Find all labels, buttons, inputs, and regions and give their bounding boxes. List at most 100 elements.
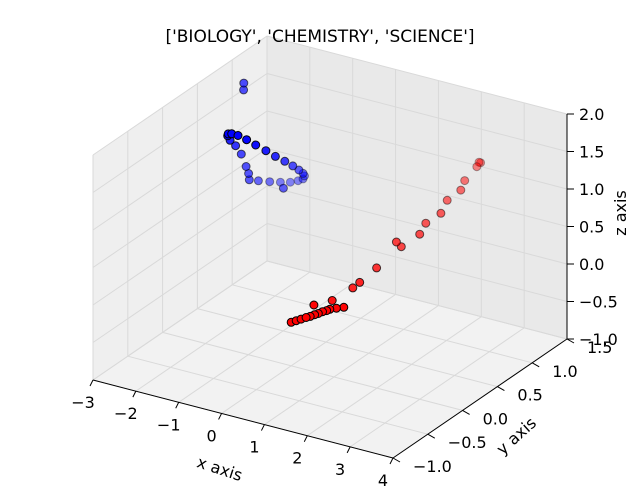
z-grid-left [92, 73, 268, 193]
grid-lines [92, 35, 568, 459]
data-point [391, 237, 401, 247]
y-tick-label: 1.0 [552, 362, 577, 381]
x-tick-mark [89, 379, 94, 387]
tick-marks [89, 113, 575, 465]
data-point [456, 185, 466, 195]
z-tick-label: −0.5 [579, 293, 618, 312]
data-point [265, 177, 275, 187]
data-point [294, 165, 304, 175]
x-grid-floor [264, 305, 439, 425]
y-tick-mark [531, 362, 540, 368]
y-tick-label: 0.5 [517, 386, 542, 405]
data-point [460, 176, 470, 186]
data-point [280, 156, 290, 166]
data-point [233, 131, 243, 140]
y-tick-label: −1.0 [413, 457, 452, 476]
y-grid-floor [127, 355, 428, 435]
x-tick-mark [346, 446, 351, 454]
data-point [278, 183, 288, 193]
data-point [261, 146, 271, 156]
x-grid-floor [349, 327, 525, 448]
z-tick-label: 0.5 [579, 218, 604, 237]
x-tick-label: 0 [206, 426, 216, 445]
z-grid-left [92, 110, 268, 231]
z-grid-back [266, 110, 568, 190]
data-point [301, 313, 311, 322]
y-tick-mark [392, 457, 401, 463]
x-axis-label: x axis [195, 453, 245, 485]
floor-pane [93, 261, 567, 458]
x-tick-mark [132, 390, 137, 398]
y-grid-floor [162, 331, 463, 411]
data-point [472, 162, 482, 172]
data-point [241, 162, 251, 171]
x-grid-floor [135, 271, 311, 392]
y-grid-floor [232, 284, 533, 364]
x-tick-mark [175, 402, 180, 409]
data-points [223, 78, 486, 327]
z-grid-back [266, 35, 568, 115]
x-tick-label: 3 [335, 460, 345, 479]
data-point [436, 208, 446, 218]
x-tick-label: 2 [292, 449, 302, 468]
x-grid-floor [178, 282, 353, 403]
z-grid-back [266, 148, 568, 227]
data-point [242, 135, 252, 145]
x-tick-label: 4 [378, 471, 388, 490]
z-grid-left [92, 223, 268, 343]
z-tick-label: 0.0 [579, 255, 604, 274]
x-grid-floor [221, 294, 396, 414]
data-point [415, 229, 425, 239]
x-tick-mark [218, 413, 223, 420]
data-point [236, 149, 246, 159]
data-point [309, 300, 319, 310]
data-point [288, 161, 298, 171]
data-point [239, 78, 249, 88]
z-grid-back [266, 73, 568, 152]
data-point [339, 302, 349, 312]
data-point [251, 140, 261, 150]
x-tick-label: −2 [114, 404, 138, 423]
y-tick-mark [462, 409, 470, 415]
y-tick-mark [427, 433, 436, 439]
data-point [327, 296, 337, 305]
y-tick-label: 0.0 [483, 409, 508, 428]
data-point [348, 283, 358, 293]
x-tick-label: 1 [249, 438, 259, 457]
y-grid-floor [197, 308, 498, 388]
x-tick-mark [260, 424, 265, 431]
z-grid-back [266, 260, 568, 340]
data-point [421, 218, 431, 228]
data-point [372, 263, 382, 273]
z-axis-label: z axis [611, 190, 630, 236]
chart-title: ['BIOLOGY', 'CHEMISTRY', 'SCIENCE'] [165, 27, 474, 47]
axis-panes [93, 36, 567, 458]
data-point [355, 277, 365, 287]
z-tick-label: 1.5 [579, 143, 604, 162]
tick-labels: −3−2−101234−1.0−0.50.00.51.01.5−1.0−0.50… [71, 105, 618, 490]
data-point [476, 158, 486, 168]
data-point [270, 151, 280, 161]
x-tick-label: −3 [71, 393, 95, 412]
data-point [442, 195, 452, 205]
z-grid-left [92, 35, 268, 156]
x-tick-mark [389, 457, 394, 465]
z-grid-back [266, 185, 568, 265]
z-grid-left [92, 185, 268, 306]
x-tick-label: −1 [157, 415, 181, 434]
y-tick-label: 1.5 [587, 338, 612, 357]
data-point [231, 141, 241, 151]
y-tick-label: −0.5 [448, 433, 487, 452]
y-tick-mark [566, 338, 575, 344]
z-tick-label: 1.0 [579, 180, 604, 199]
data-point [293, 176, 303, 186]
z-tick-label: 2.0 [579, 105, 604, 124]
z-tick-label: −1.0 [579, 330, 618, 349]
z-grid-left [92, 260, 268, 381]
x-grid-floor [307, 316, 482, 437]
x-axis-line [92, 379, 394, 459]
x-tick-mark [303, 435, 308, 442]
data-point [253, 176, 263, 186]
